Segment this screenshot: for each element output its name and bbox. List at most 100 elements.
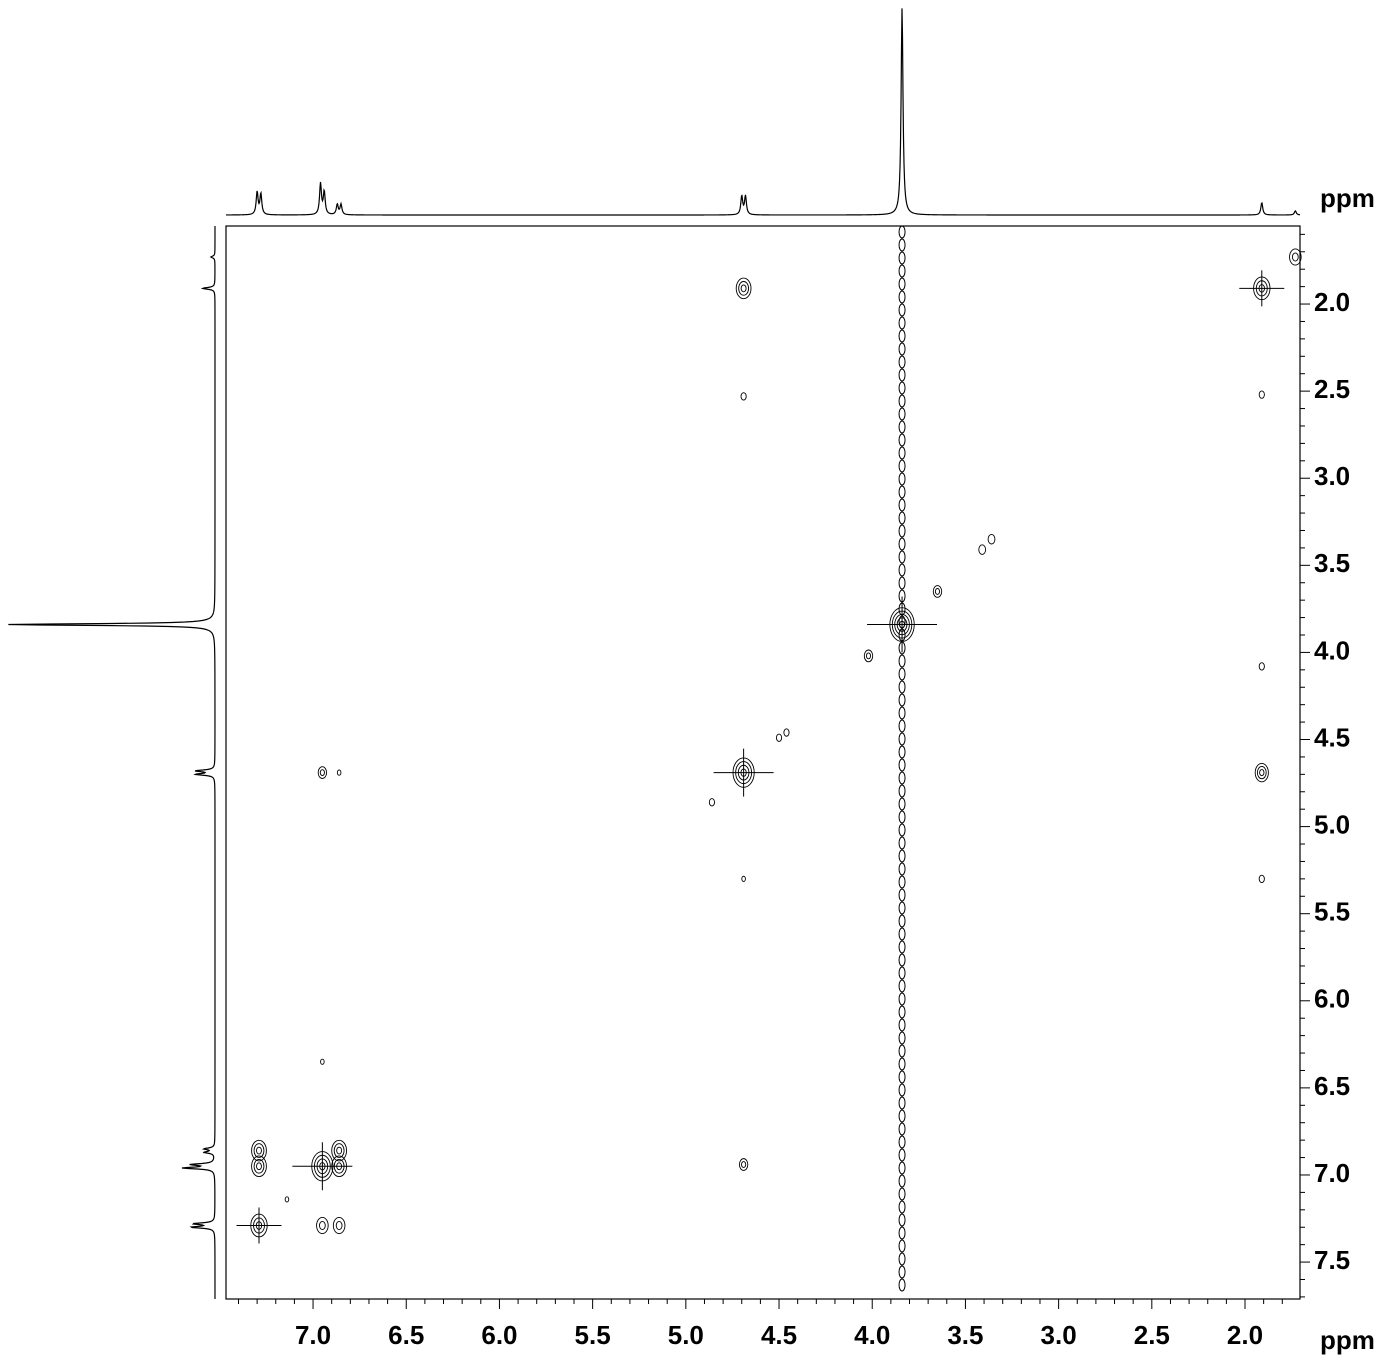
cross-peak	[775, 733, 783, 742]
noise-contour	[898, 1031, 906, 1045]
noise-contour	[898, 1096, 906, 1110]
noise-contour	[898, 290, 906, 304]
contour	[332, 1216, 346, 1235]
y-tick-label: 6.5	[1314, 1071, 1350, 1101]
noise-contour	[898, 251, 906, 265]
contour	[865, 652, 872, 660]
noise-contour	[898, 784, 906, 798]
noise-contour	[898, 303, 906, 317]
noise-contour	[898, 498, 906, 512]
x-tick-label: 3.5	[947, 1320, 983, 1350]
noise-contour	[898, 680, 906, 694]
cross-peak	[708, 798, 715, 807]
t1-noise	[898, 225, 906, 1292]
cross-peak	[251, 1155, 267, 1178]
x-tick-label: 4.5	[761, 1320, 797, 1350]
contour	[316, 1216, 329, 1235]
contour	[738, 281, 749, 296]
noise-contour	[898, 862, 906, 876]
noise-contour	[898, 1044, 906, 1058]
noise-contour	[898, 719, 906, 733]
noise-contour	[898, 901, 906, 915]
y-tick-label: 5.0	[1314, 809, 1350, 839]
cross-peak	[292, 1142, 353, 1191]
cross-peak	[735, 277, 752, 300]
noise-contour	[898, 238, 906, 252]
noise-contour	[898, 693, 906, 707]
x-tick-label: 5.5	[575, 1320, 611, 1350]
cross-peak	[738, 1158, 749, 1171]
contour	[319, 769, 325, 777]
contour	[1291, 252, 1299, 262]
noise-contour	[898, 576, 906, 590]
noise-contour	[898, 563, 906, 577]
contour	[783, 728, 790, 737]
noise-contour	[898, 420, 906, 434]
noise-contour	[898, 1174, 906, 1188]
noise-contour	[898, 654, 906, 668]
noise-contour	[898, 394, 906, 408]
noise-contour	[898, 1109, 906, 1123]
noise-contour	[898, 927, 906, 941]
left-projection	[8, 226, 216, 1299]
noise-contour	[898, 1148, 906, 1162]
contour	[317, 766, 328, 779]
contour	[284, 1196, 290, 1203]
y-unit-label: ppm	[1320, 1325, 1375, 1355]
noise-contour	[898, 966, 906, 980]
x-tick-label: 6.5	[388, 1320, 424, 1350]
contour	[932, 585, 943, 598]
contour	[934, 588, 941, 595]
noise-contour	[898, 706, 906, 720]
y-tick-label: 7.0	[1314, 1158, 1350, 1188]
noise-contour	[898, 992, 906, 1006]
cross-peak	[320, 1058, 325, 1065]
cross-peak	[863, 649, 874, 663]
x-tick-label: 7.0	[295, 1320, 331, 1350]
cross-peak	[1258, 662, 1265, 671]
noise-contour	[898, 524, 906, 538]
contour	[256, 1146, 262, 1155]
contour	[978, 544, 987, 555]
contour	[740, 284, 747, 293]
contour	[735, 277, 752, 300]
cross-peak	[331, 1139, 347, 1162]
contour	[863, 649, 874, 663]
contour	[251, 1139, 267, 1162]
cross-peak	[331, 1155, 347, 1178]
noise-contour	[898, 433, 906, 447]
cross-peak	[1289, 248, 1302, 266]
contour	[1256, 766, 1267, 780]
noise-contour	[898, 485, 906, 499]
noise-contour	[898, 537, 906, 551]
contour	[708, 798, 715, 807]
contour	[335, 1220, 343, 1230]
noise-contour	[898, 1005, 906, 1019]
x-tick-label: 2.0	[1227, 1320, 1263, 1350]
noise-contour	[898, 511, 906, 525]
noise-contour	[898, 1083, 906, 1097]
noise-contour	[898, 368, 906, 382]
y-tick-label: 2.0	[1314, 287, 1350, 317]
noise-contour	[898, 1252, 906, 1266]
contour	[256, 1162, 262, 1171]
noise-contour	[898, 277, 906, 291]
x-unit-label: ppm	[1320, 183, 1375, 213]
cross-peak	[741, 875, 746, 882]
y-tick-label: 4.0	[1314, 635, 1350, 665]
contour	[1258, 874, 1265, 884]
noise-contour	[898, 1265, 906, 1279]
noise-contour	[898, 459, 906, 473]
contour	[331, 1155, 347, 1178]
noise-contour	[898, 1122, 906, 1136]
noise-contour	[898, 745, 906, 759]
noise-contour	[898, 381, 906, 395]
noise-contour	[898, 1200, 906, 1214]
contour	[336, 769, 342, 776]
contour	[336, 1146, 343, 1155]
contour	[320, 1058, 325, 1065]
contour	[1259, 769, 1265, 777]
cross-peak	[336, 769, 342, 776]
